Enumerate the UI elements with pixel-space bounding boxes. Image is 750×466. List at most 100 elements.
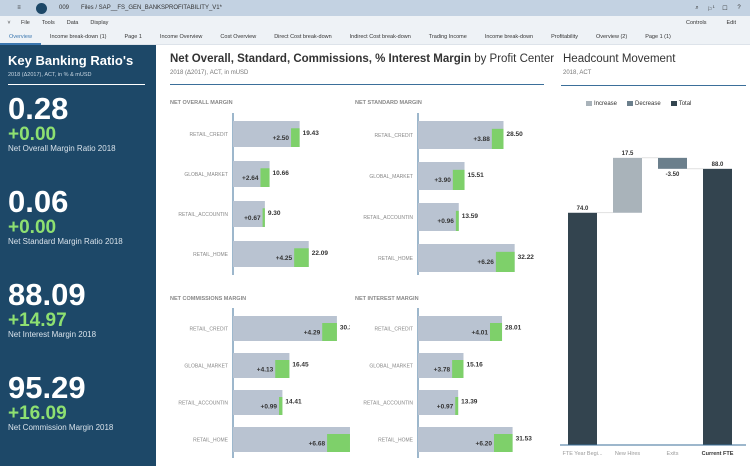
delta-label: +0.96 xyxy=(437,218,454,225)
chart-title: NET OVERALL MARGIN xyxy=(170,100,233,106)
menu-data[interactable]: Data xyxy=(66,20,79,26)
delta-label: +4.13 xyxy=(257,367,274,374)
kpi-delta: +16.09 xyxy=(8,403,67,424)
legend-decrease[interactable]: Decrease xyxy=(627,101,661,107)
kpi-panel-title: Key Banking Ratio's xyxy=(8,53,134,68)
tab-overview[interactable]: Overview xyxy=(0,30,41,45)
value-label: -3.50 xyxy=(666,172,680,178)
value-label: 14.41 xyxy=(285,399,302,406)
delta-bar xyxy=(275,360,290,378)
waterfall-bar xyxy=(613,157,642,213)
delta-label: +6.20 xyxy=(476,441,493,448)
divider xyxy=(8,84,145,85)
kpi-panel: Key Banking Ratio's 2018 (Δ2017), ACT, i… xyxy=(0,45,156,466)
menu-file[interactable]: File xyxy=(21,20,30,26)
legend-label: Increase xyxy=(594,101,618,108)
delta-label: +4.01 xyxy=(472,330,489,337)
divider xyxy=(170,84,544,85)
value-bar xyxy=(233,316,337,341)
margins-title: Net Overall, Standard, Commissions, % In… xyxy=(170,53,554,65)
tab-income-overview[interactable]: Income Overview xyxy=(159,33,203,40)
divider xyxy=(561,85,746,86)
chart-title: NET STANDARD MARGIN xyxy=(355,100,422,106)
value-bar xyxy=(418,121,504,149)
legend-increase[interactable]: Increase xyxy=(586,101,617,107)
category-label: FTE Year Begi... xyxy=(562,451,603,457)
tab-income-break-down-1[interactable]: Income break-down (1) xyxy=(49,33,107,40)
kpi-value: 88.09 xyxy=(8,277,86,312)
category-label: GLOBAL_MARKET xyxy=(369,364,413,370)
tab-overview-2[interactable]: Overview (2) xyxy=(596,33,628,40)
help-icon[interactable]: ? xyxy=(737,5,741,11)
tab-page-1-1[interactable]: Page 1 (1) xyxy=(645,33,671,40)
value-bar xyxy=(233,121,300,147)
margins-subtitle: 2018 (Δ2017), ACT, in mUSD xyxy=(170,70,249,76)
kpi-net-standard-margin[interactable]: 0.06 +0.00 Net Standard Margin Ratio 2018 xyxy=(8,184,148,277)
kpi-net-commission-margin[interactable]: 95.29 +16.09 Net Commission Margin 2018 xyxy=(8,370,148,463)
notification-count: 1 xyxy=(712,3,715,9)
chart-title: NET INTEREST MARGIN xyxy=(355,296,419,302)
margins-title-bold: Net Overall, Standard, Commissions, % In… xyxy=(170,53,471,65)
delta-bar xyxy=(490,323,503,341)
delta-bar xyxy=(452,169,465,190)
category-label: RETAIL_ACCOUNTIN xyxy=(363,401,413,407)
hamburger-icon[interactable]: ≡ xyxy=(17,5,21,11)
feedback-icon[interactable]: ☐ xyxy=(722,5,728,12)
delta-label: +3.88 xyxy=(473,136,490,143)
search-icon[interactable]: ⌕ xyxy=(695,4,699,11)
category-label: RETAIL_CREDIT xyxy=(189,327,228,333)
tab-direct-cost-break-down[interactable]: Direct Cost break-down xyxy=(274,33,332,40)
page-tabs: Overview Income break-down (1) Page 1 Incom… xyxy=(0,30,750,45)
menu-display[interactable]: Display xyxy=(90,20,109,26)
delta-label: +3.90 xyxy=(434,177,451,184)
category-label: RETAIL_CREDIT xyxy=(374,133,413,139)
value-label: 30.31 xyxy=(340,325,350,332)
category-label: Exits xyxy=(667,451,679,457)
tab-page-1[interactable]: Page 1 xyxy=(124,33,142,40)
value-bar xyxy=(233,201,265,227)
delta-label: +2.50 xyxy=(273,135,290,142)
value-label: 10.66 xyxy=(273,170,290,177)
delta-bar xyxy=(262,208,265,227)
menu-tools[interactable]: Tools xyxy=(41,20,55,26)
value-label: 28.01 xyxy=(505,325,522,332)
category-label: Current FTE xyxy=(702,451,734,457)
waterfall-bar xyxy=(658,157,687,169)
breadcrumb[interactable]: Files / SAP__FS_GEN_BANKSPROFITABILITY_V… xyxy=(81,5,222,11)
chevron-down-icon[interactable]: ˅ xyxy=(7,20,11,26)
waterfall-bar xyxy=(568,212,597,445)
kpi-label: Net Standard Margin Ratio 2018 xyxy=(8,237,123,246)
net-standard-margin-chart: RETAIL_CREDIT +3.88 28.50 GLOBAL_MARKET +3.9… xyxy=(363,113,535,275)
category-label: New Hires xyxy=(615,451,641,457)
delta-bar xyxy=(495,251,515,272)
legend-total[interactable]: Total xyxy=(670,101,692,108)
kpi-net-overall-margin[interactable]: 0.28 +0.00 Net Overall Margin Ratio 2018 xyxy=(8,91,148,184)
delta-bar xyxy=(493,434,513,452)
delta-bar xyxy=(491,128,504,149)
tab-income-break-down[interactable]: Income break-down xyxy=(484,33,534,40)
legend-label: Total xyxy=(678,101,692,108)
controls-button[interactable]: Controls xyxy=(686,20,707,26)
tab-profitability[interactable]: Profitability xyxy=(551,33,579,40)
notification-icon[interactable]: ⚐1 xyxy=(707,3,715,13)
headcount-waterfall-chart: 74.0 FTE Year Begi... 17.5 New Hires -3.50 Ex… xyxy=(560,151,746,457)
tab-cost-overview[interactable]: Cost Overview xyxy=(220,33,257,40)
edit-button[interactable]: Edit xyxy=(726,20,736,26)
value-label: 9.30 xyxy=(268,210,281,217)
kpi-net-interest-margin[interactable]: 88.09 +14.97 Net Interest Margin 2018 xyxy=(8,277,148,370)
headcount-subtitle: 2018, ACT xyxy=(563,70,592,76)
kpi-delta: +0.00 xyxy=(8,124,57,145)
value-bar xyxy=(418,390,459,415)
delta-label: +0.67 xyxy=(244,215,261,222)
value-label: 13.59 xyxy=(462,213,479,220)
value-label: 16.45 xyxy=(292,362,309,369)
tab-trading-income[interactable]: Trading Income xyxy=(428,33,467,40)
menu-bar: ˅ File Tools Data Display Controls Edit xyxy=(0,16,750,30)
value-label: 28.50 xyxy=(507,131,524,138)
value-label: 32.22 xyxy=(518,254,535,261)
category-label: RETAIL_CREDIT xyxy=(189,132,228,138)
story-id: 009 xyxy=(59,5,70,11)
user-avatar-icon[interactable] xyxy=(36,2,47,14)
delta-label: +4.25 xyxy=(276,255,293,262)
tab-indirect-cost-break-down[interactable]: Indirect Cost break-down xyxy=(349,33,411,40)
